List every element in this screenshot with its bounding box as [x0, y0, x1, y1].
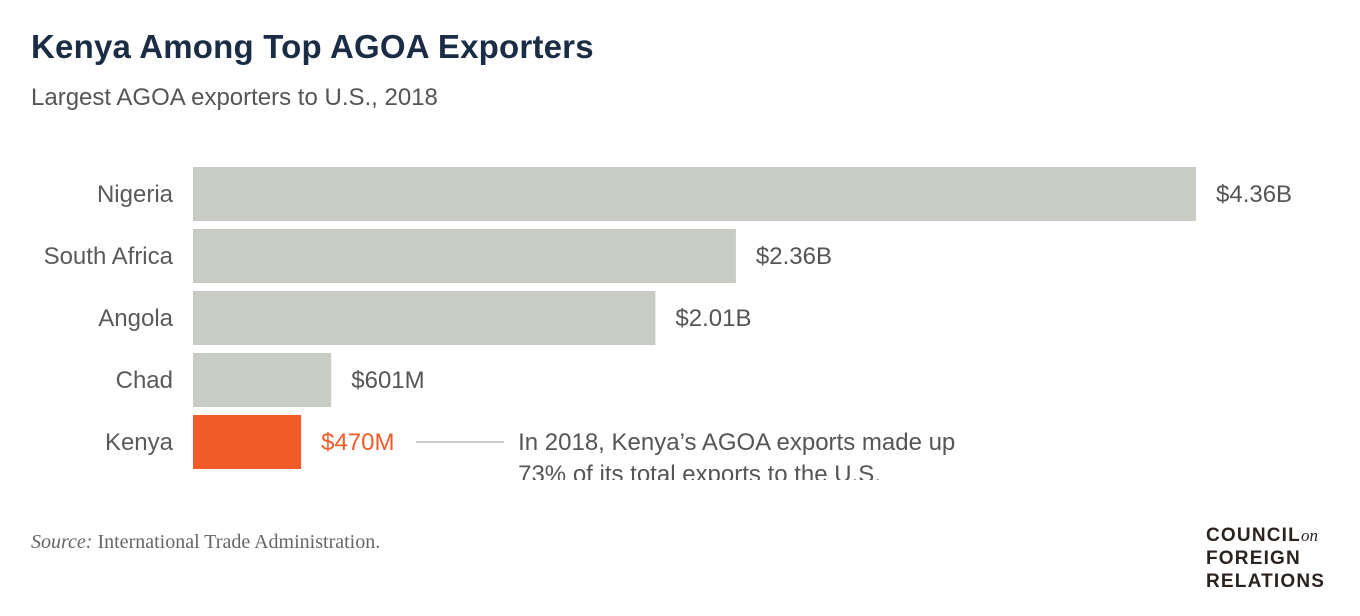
- cfr-logo: COUNCILon FOREIGN RELATIONS: [1206, 524, 1325, 593]
- source-text: International Trade Administration.: [97, 531, 381, 553]
- category-label-kenya: Kenya: [105, 429, 174, 456]
- category-label-chad: Chad: [116, 367, 173, 394]
- annotation-line-1: In 2018, Kenya’s AGOA exports made up: [518, 429, 955, 456]
- logo-line-3: RELATIONS: [1206, 571, 1326, 592]
- category-label-angola: Angola: [98, 305, 173, 332]
- chart-subtitle: Largest AGOA exporters to U.S., 2018: [31, 84, 438, 111]
- value-label-angola: $2.01B: [675, 305, 751, 332]
- category-label-nigeria: Nigeria: [97, 181, 174, 208]
- logo-line-2: FOREIGN: [1206, 548, 1301, 569]
- source-note: Source: International Trade Administrati…: [31, 531, 380, 554]
- bar-south-africa: [193, 229, 736, 283]
- bar-nigeria: [193, 167, 1196, 221]
- logo-word-on: on: [1300, 526, 1318, 545]
- bar-angola: [193, 291, 656, 345]
- bar-chart: Nigeria $4.36B South Africa $2.36B Angola $2.…: [44, 167, 1292, 480]
- bar-kenya: [193, 415, 302, 469]
- bar-chad: [193, 353, 332, 407]
- value-label-south-africa: $2.36B: [756, 243, 832, 270]
- value-label-kenya: $470M: [321, 429, 394, 456]
- logo-line-1: COUNCILon: [1206, 524, 1325, 547]
- source-prefix: Source:: [31, 531, 93, 553]
- category-label-south-africa: South Africa: [44, 243, 174, 270]
- value-label-chad: $601M: [351, 367, 424, 394]
- logo-word-council: COUNCIL: [1206, 525, 1301, 546]
- chart-title: Kenya Among Top AGOA Exporters: [31, 28, 594, 65]
- annotation-line-2: 73% of its total exports to the U.S.: [518, 461, 881, 480]
- value-label-nigeria: $4.36B: [1216, 181, 1292, 208]
